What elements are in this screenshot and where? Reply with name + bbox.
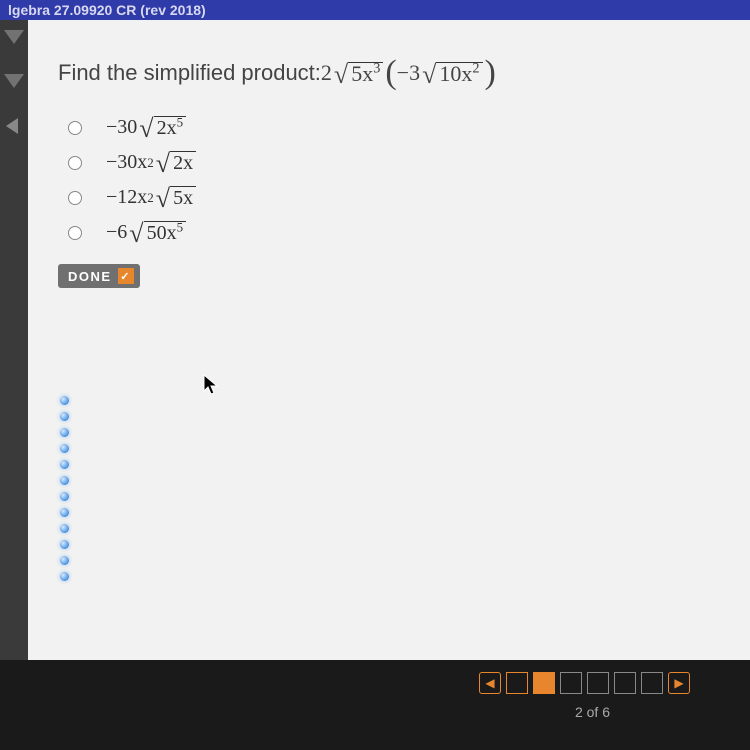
course-header: lgebra 27.09920 CR (rev 2018) xyxy=(0,0,750,20)
sqrt-icon: √ 5x3 xyxy=(334,62,383,85)
dot-icon xyxy=(60,492,69,501)
option-row[interactable]: −30 √2x5 xyxy=(68,116,720,139)
question-text: Find the simplified product: 2 √ 5x3 ( −… xyxy=(58,60,720,86)
dot-icon xyxy=(60,476,69,485)
close-paren: ) xyxy=(485,62,496,84)
option-row[interactable]: −12x2 √5x xyxy=(68,186,720,209)
coeff: −3 xyxy=(397,60,420,86)
left-tool-strip xyxy=(0,20,28,660)
radio-icon[interactable] xyxy=(68,226,82,240)
check-icon: ✓ xyxy=(118,268,134,284)
option-expression: −6 √50x5 xyxy=(106,221,188,244)
nav-page-box[interactable] xyxy=(533,672,555,694)
question-panel: Find the simplified product: 2 √ 5x3 ( −… xyxy=(28,20,750,660)
open-paren: ( xyxy=(385,62,396,84)
coeff: 2 xyxy=(321,60,332,86)
option-expression: −30x2 √2x xyxy=(106,151,198,174)
dot-icon xyxy=(60,540,69,549)
nav-page-box[interactable] xyxy=(614,672,636,694)
dot-icon xyxy=(60,460,69,469)
course-title: lgebra 27.09920 CR (rev 2018) xyxy=(8,2,206,18)
tool-pointer-icon xyxy=(6,118,18,134)
nav-page-box[interactable] xyxy=(587,672,609,694)
nav-page-box[interactable] xyxy=(641,672,663,694)
tool-marker-icon xyxy=(4,74,24,88)
done-button[interactable]: DONE ✓ xyxy=(58,264,140,288)
progress-dots xyxy=(60,396,69,581)
tool-marker-icon xyxy=(4,30,24,44)
option-expression: −12x2 √5x xyxy=(106,186,198,209)
nav-prev-button[interactable]: ◀ xyxy=(479,672,501,694)
nav-boxes: ◀ ▶ xyxy=(479,672,690,694)
dot-icon xyxy=(60,396,69,405)
dot-icon xyxy=(60,556,69,565)
dot-icon xyxy=(60,412,69,421)
question-expression: 2 √ 5x3 ( −3 √ 10x2 ) xyxy=(321,60,496,86)
sqrt-icon: √ 10x2 xyxy=(422,62,482,85)
option-row[interactable]: −6 √50x5 xyxy=(68,221,720,244)
dot-icon xyxy=(60,444,69,453)
dot-icon xyxy=(60,572,69,581)
option-row[interactable]: −30x2 √2x xyxy=(68,151,720,174)
cursor-icon xyxy=(203,374,221,404)
dot-icon xyxy=(60,428,69,437)
dot-icon xyxy=(60,524,69,533)
nav-next-button[interactable]: ▶ xyxy=(668,672,690,694)
question-prompt: Find the simplified product: xyxy=(58,60,321,86)
radio-icon[interactable] xyxy=(68,191,82,205)
answer-options: −30 √2x5 −30x2 √2x −12x2 √5x −6 √50x5 xyxy=(68,116,720,244)
radio-icon[interactable] xyxy=(68,121,82,135)
bottom-nav-bar: ◀ ▶ 2 of 6 xyxy=(0,660,750,750)
nav-page-box[interactable] xyxy=(560,672,582,694)
nav-page-box[interactable] xyxy=(506,672,528,694)
dot-icon xyxy=(60,508,69,517)
option-expression: −30 √2x5 xyxy=(106,116,188,139)
radio-icon[interactable] xyxy=(68,156,82,170)
done-label: DONE xyxy=(68,269,112,284)
page-counter: 2 of 6 xyxy=(575,704,610,720)
